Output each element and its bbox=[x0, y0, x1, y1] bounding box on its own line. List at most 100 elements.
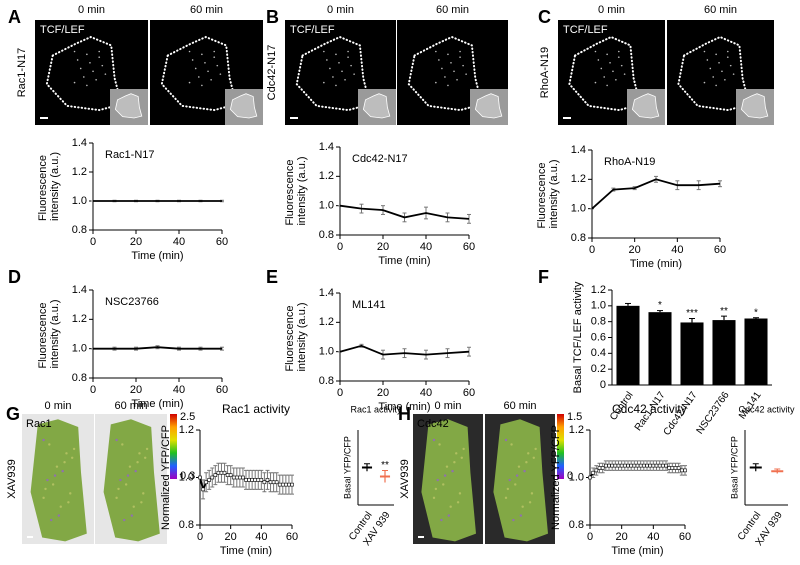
time-label: 0 min bbox=[327, 4, 354, 16]
y-tick-label: 1.0 bbox=[591, 300, 606, 312]
x-tick-label: 0 bbox=[587, 531, 593, 543]
significance: * bbox=[658, 300, 662, 311]
speckle bbox=[353, 73, 355, 75]
x-axis-label: Time (min) bbox=[220, 545, 272, 557]
speckle bbox=[718, 62, 720, 64]
y-tick-label: 1.0 bbox=[72, 195, 87, 207]
y-tick-label: 1.0 bbox=[571, 203, 586, 215]
y-tick-label: 0.4 bbox=[591, 347, 606, 359]
marker bbox=[667, 466, 671, 470]
marker bbox=[244, 478, 248, 482]
line bbox=[339, 204, 470, 220]
speckle bbox=[104, 73, 107, 75]
y-tick-label: 1.0 bbox=[179, 471, 194, 483]
speckle bbox=[521, 505, 524, 508]
probe-label: Cdc42 bbox=[417, 418, 449, 430]
speckle bbox=[451, 469, 454, 473]
speckle bbox=[459, 56, 461, 58]
marker bbox=[648, 463, 652, 468]
speckle bbox=[504, 438, 508, 442]
marker bbox=[287, 482, 291, 487]
speckle bbox=[329, 67, 331, 70]
speckle bbox=[434, 487, 438, 491]
speckle bbox=[67, 501, 70, 504]
speckle bbox=[436, 478, 439, 482]
chart-title: Rac1 activity bbox=[350, 404, 402, 414]
speckle bbox=[606, 53, 608, 56]
speckle bbox=[438, 59, 440, 61]
speckle bbox=[458, 492, 462, 495]
speckle bbox=[44, 487, 47, 491]
cell bbox=[103, 419, 160, 542]
speckle bbox=[201, 84, 203, 87]
cell bbox=[493, 419, 548, 542]
marker bbox=[670, 466, 675, 470]
speckle bbox=[53, 474, 57, 477]
speckle bbox=[341, 70, 343, 73]
marker bbox=[198, 475, 202, 480]
y-tick-label: 0 bbox=[600, 379, 606, 391]
speckle bbox=[344, 78, 346, 81]
marker bbox=[284, 482, 288, 487]
speckle bbox=[42, 438, 45, 442]
marker bbox=[259, 478, 264, 482]
speckle bbox=[132, 505, 135, 508]
speckle bbox=[323, 50, 325, 53]
speckle bbox=[528, 501, 532, 504]
speckle bbox=[726, 56, 729, 58]
speckle bbox=[706, 59, 709, 61]
panel-letter: F bbox=[538, 267, 549, 287]
speckle bbox=[623, 73, 626, 75]
x-tick-label: 60 bbox=[714, 244, 726, 256]
speckle bbox=[50, 518, 53, 522]
marker bbox=[201, 487, 205, 492]
scale-bar bbox=[418, 536, 424, 538]
y-tick-label: 1.2 bbox=[591, 284, 606, 296]
marker bbox=[645, 463, 649, 468]
speckle bbox=[124, 483, 128, 486]
y-axis-label: Normalized YFP/CFP bbox=[160, 425, 172, 530]
speckle bbox=[603, 76, 606, 78]
stain-label: TCF/LEF bbox=[563, 24, 608, 36]
y-tick-label: 1.0 bbox=[319, 200, 334, 212]
marker bbox=[219, 470, 224, 475]
speckle bbox=[462, 447, 465, 451]
speckle bbox=[530, 492, 534, 495]
speckle bbox=[194, 67, 197, 70]
x-tick-label: 40 bbox=[647, 531, 659, 543]
y-axis-label: Fluorescence intensity (a.u.) bbox=[284, 302, 308, 371]
speckle bbox=[523, 469, 526, 473]
chart-title: Cdc42 activity bbox=[612, 402, 687, 416]
speckle bbox=[219, 73, 222, 75]
speckle bbox=[444, 76, 446, 78]
speckle bbox=[216, 64, 219, 67]
y-tick-label: 1.2 bbox=[319, 316, 334, 328]
speckle bbox=[715, 53, 717, 56]
marker bbox=[216, 470, 221, 475]
speckle bbox=[213, 50, 216, 53]
marker bbox=[597, 466, 602, 470]
panel-letter: G bbox=[6, 404, 20, 424]
y-tick-label: 1.2 bbox=[569, 424, 584, 436]
x-tick-label: 60 bbox=[679, 531, 691, 543]
chart-title: Cdc42-N17 bbox=[352, 153, 408, 165]
marker bbox=[657, 463, 662, 468]
speckle bbox=[115, 438, 118, 442]
marker bbox=[594, 468, 599, 473]
speckle bbox=[70, 456, 74, 459]
marker bbox=[651, 463, 656, 468]
speckle bbox=[620, 64, 623, 67]
x-tick-label: 60 bbox=[216, 236, 228, 248]
x-tick-label: 20 bbox=[225, 531, 237, 543]
speckle bbox=[98, 56, 101, 58]
marker bbox=[629, 463, 633, 468]
speckle bbox=[450, 62, 452, 64]
scale-bar bbox=[563, 117, 571, 119]
speckle bbox=[438, 443, 441, 446]
speckle bbox=[447, 53, 449, 56]
marker bbox=[654, 463, 659, 468]
chart-title: Rac1 activity bbox=[222, 402, 290, 416]
marker bbox=[588, 475, 592, 480]
y-tick-label: 0.8 bbox=[591, 316, 606, 328]
time-label: 60 min bbox=[190, 4, 223, 16]
